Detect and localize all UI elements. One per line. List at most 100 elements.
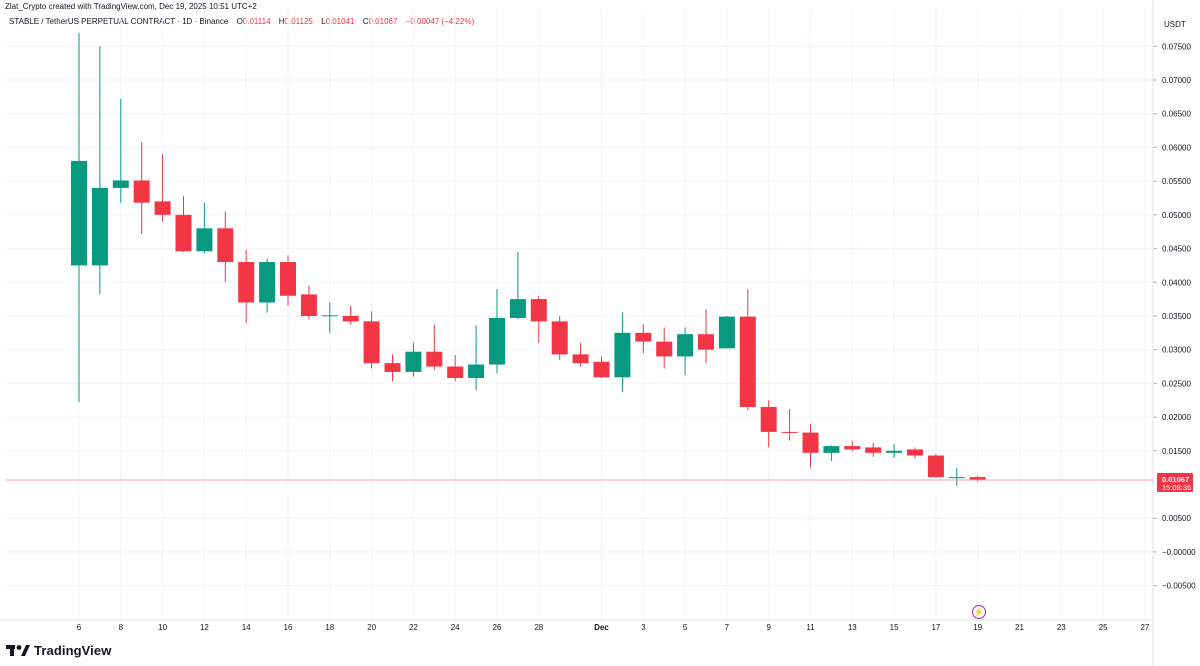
badge-price: 0.01067 xyxy=(1162,475,1189,484)
candle-body xyxy=(363,321,380,364)
x-tick-label: 26 xyxy=(493,623,502,632)
candle xyxy=(781,409,798,441)
candle-body xyxy=(927,455,944,478)
candle-body xyxy=(948,477,965,479)
attribution-text: Zlat_Crypto created with TradingView.com… xyxy=(5,2,257,11)
y-tick-label: 0.03000 xyxy=(1162,346,1191,355)
candle-body xyxy=(300,294,317,316)
candles-layer xyxy=(71,32,986,486)
badge-background xyxy=(1157,473,1193,492)
candle xyxy=(760,400,777,448)
candle-body xyxy=(447,366,464,378)
time-axis[interactable]: 6 8 10 12 14 16 18 20 22 24 26 28 Dec 3 5 7 9 11 13 15 17 19 2… xyxy=(77,623,1150,632)
candle xyxy=(614,312,631,393)
candle-body xyxy=(342,315,359,322)
y-tick-label: 0.02000 xyxy=(1162,413,1191,422)
candle xyxy=(739,289,756,411)
x-tick-label: 28 xyxy=(534,623,543,632)
candle xyxy=(405,342,422,377)
candle xyxy=(593,356,610,378)
open-label: O xyxy=(236,17,243,26)
candle-body xyxy=(196,228,213,252)
x-tick-label: 11 xyxy=(806,623,815,632)
x-tick-label: 14 xyxy=(242,623,251,632)
x-tick-label: 6 xyxy=(77,623,82,632)
high-label: H xyxy=(278,17,285,26)
y-tick-label: 0.06500 xyxy=(1162,110,1191,119)
tradingview-logo[interactable]: TradingView xyxy=(6,641,111,659)
candle xyxy=(656,327,673,369)
x-tick-label: 22 xyxy=(409,623,418,632)
candle-body xyxy=(238,262,255,303)
candle xyxy=(321,302,338,333)
x-tick-label: 20 xyxy=(367,623,376,632)
x-tick-label: 21 xyxy=(1015,623,1024,632)
badge-countdown: 15:08:36 xyxy=(1162,483,1191,492)
candle xyxy=(823,445,840,461)
low-label: L xyxy=(321,17,326,26)
y-tick-label: 0.04000 xyxy=(1162,278,1191,287)
candle xyxy=(280,255,296,306)
candle-body xyxy=(865,447,882,453)
last-price-badge: 0.01067 15:08:36 xyxy=(1157,473,1193,492)
candle-body xyxy=(739,316,756,407)
candle xyxy=(948,467,965,486)
candle xyxy=(384,354,401,382)
tradingview-brand: TradingView xyxy=(34,642,112,658)
lightning-icon[interactable]: ⚡ xyxy=(972,605,986,619)
candle xyxy=(196,202,213,254)
candle-body xyxy=(907,449,923,456)
candle xyxy=(91,46,108,295)
candle xyxy=(300,285,317,320)
candle xyxy=(363,311,380,369)
symbol-title[interactable]: STABLE / TetherUS PERPETUAL CONTRACT · 1… xyxy=(9,17,229,26)
y-tick-label: 0.01500 xyxy=(1162,447,1191,456)
candle-body xyxy=(530,299,547,322)
candle xyxy=(969,475,986,482)
candle-body xyxy=(71,160,87,266)
candle xyxy=(698,309,714,364)
candle xyxy=(572,342,589,367)
candle xyxy=(865,442,882,457)
candle-body xyxy=(489,317,505,365)
candle-body xyxy=(551,321,568,355)
x-tick-label: 5 xyxy=(683,623,688,632)
y-tick-label: 0.05500 xyxy=(1162,177,1191,186)
candle xyxy=(718,315,735,349)
close-value: 0.01067 xyxy=(368,17,398,26)
x-tick-label: 9 xyxy=(766,623,771,632)
candle-body xyxy=(321,315,338,317)
x-tick-label: 3 xyxy=(641,623,646,632)
candle-body xyxy=(509,299,526,318)
candle-body xyxy=(698,334,714,350)
x-tick-label: 10 xyxy=(158,623,167,632)
x-tick-label: 23 xyxy=(1057,623,1066,632)
y-tick-label: −0.00000 xyxy=(1162,548,1196,557)
high-value: 0.01125 xyxy=(284,17,313,26)
candle xyxy=(802,423,819,468)
candle xyxy=(133,142,150,234)
y-tick-label: 0.04500 xyxy=(1162,245,1191,254)
candle-body xyxy=(614,332,631,378)
candle-body xyxy=(781,431,798,433)
candle-body xyxy=(635,332,652,342)
candle-body xyxy=(175,214,192,252)
candle-body xyxy=(802,432,819,453)
candle-body xyxy=(259,262,276,303)
y-tick-label: 0.06000 xyxy=(1162,143,1191,152)
candle-body xyxy=(593,361,610,378)
candle xyxy=(509,251,526,320)
candle xyxy=(71,32,87,403)
grid-lines xyxy=(0,0,1154,666)
x-tick-label: 12 xyxy=(200,623,209,632)
x-tick-label: 16 xyxy=(284,623,293,632)
candle xyxy=(154,154,171,222)
currency-label[interactable]: USDT xyxy=(1164,20,1186,29)
candle-body xyxy=(112,180,129,188)
candle-body xyxy=(677,334,694,357)
candle xyxy=(907,447,923,459)
candle-body xyxy=(572,354,589,364)
candle xyxy=(447,355,464,382)
price-axis[interactable]: 0.07500 0.07000 0.06500 0.06000 0.05500 0.050… xyxy=(1153,42,1196,591)
